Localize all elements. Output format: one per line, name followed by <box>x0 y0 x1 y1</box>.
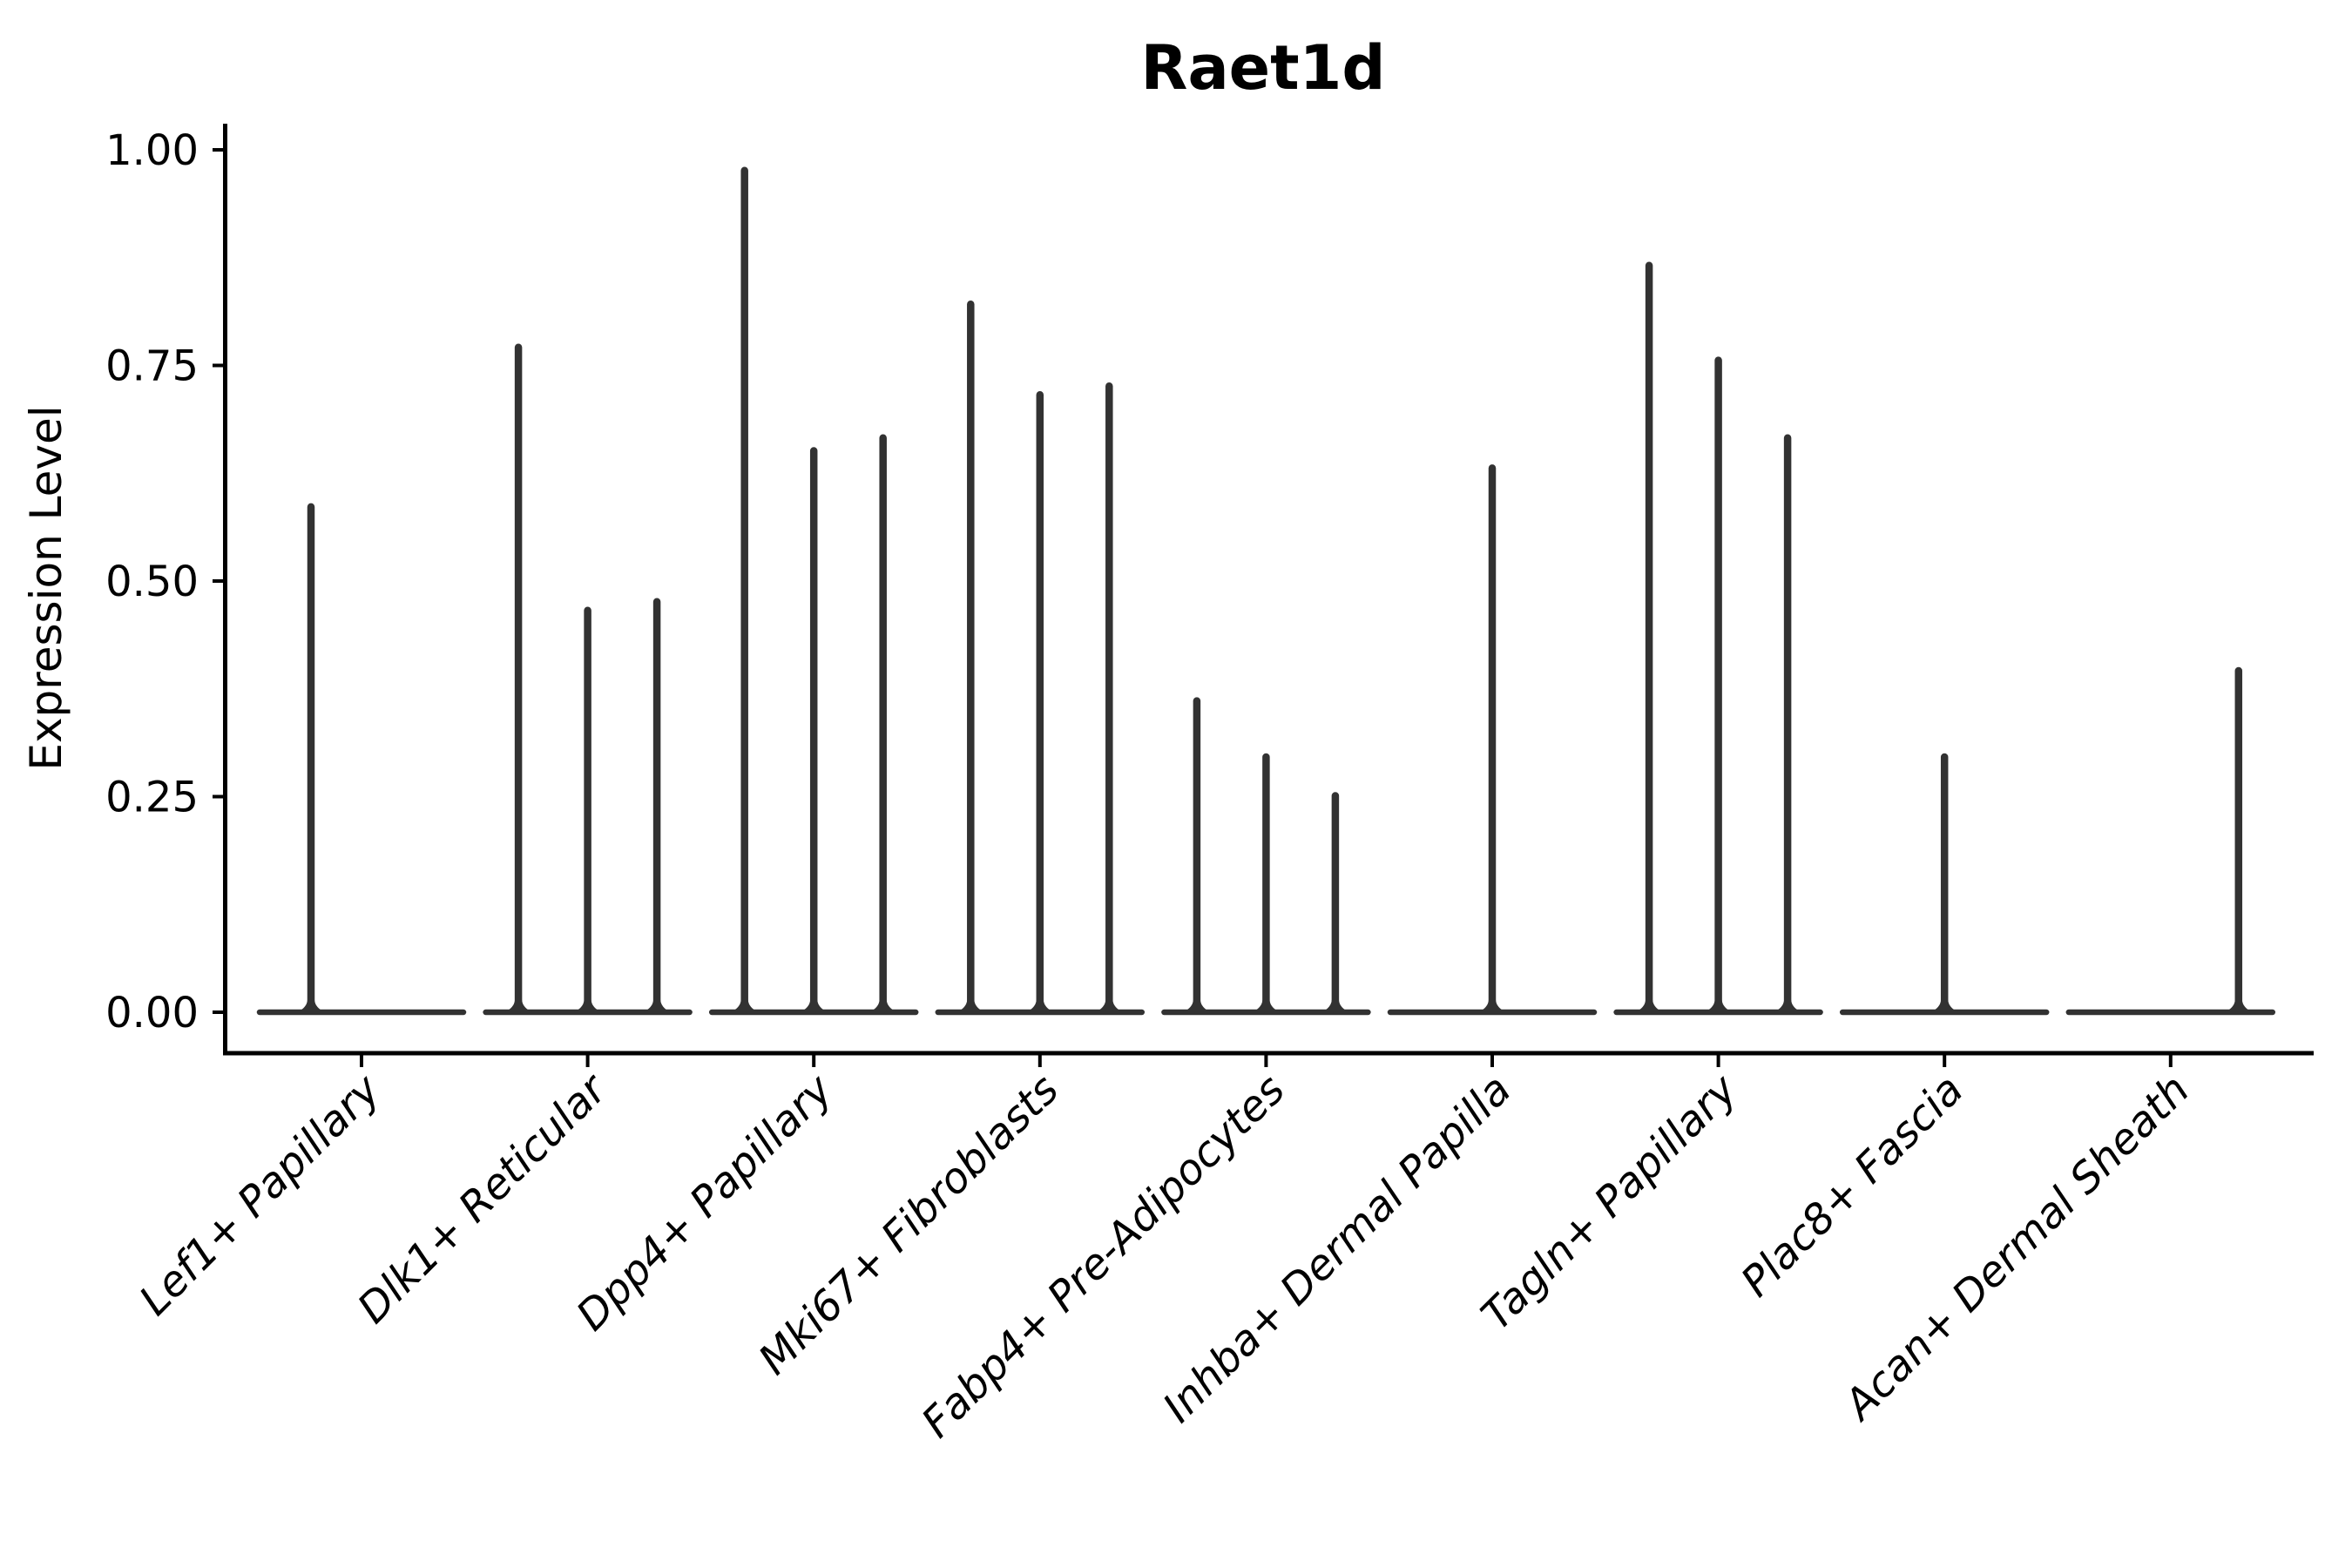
violin-group <box>256 503 467 1016</box>
y-axis-label: Expression Level <box>21 405 71 770</box>
violin-group <box>1839 753 2050 1016</box>
y-tick-label: 0.50 <box>105 558 199 606</box>
violin-group <box>2065 666 2276 1016</box>
chart-title: Raet1d <box>1141 32 1386 104</box>
y-tick-label: 0.00 <box>105 989 199 1037</box>
y-tick-label: 0.75 <box>105 342 199 391</box>
violin-group <box>708 166 919 1016</box>
x-axis-ticks <box>360 1055 2173 1067</box>
violin-group <box>483 343 693 1016</box>
violin-group <box>1613 261 1823 1016</box>
y-axis-ticks: 1.00 0.75 0.50 0.25 0.00 <box>105 126 226 1037</box>
violin-group <box>1387 464 1598 1016</box>
y-tick-label: 0.25 <box>105 774 199 822</box>
violin-group <box>1161 697 1371 1016</box>
violin-group <box>935 301 1146 1016</box>
violins <box>256 166 2276 1016</box>
y-tick-label: 1.00 <box>105 126 199 175</box>
